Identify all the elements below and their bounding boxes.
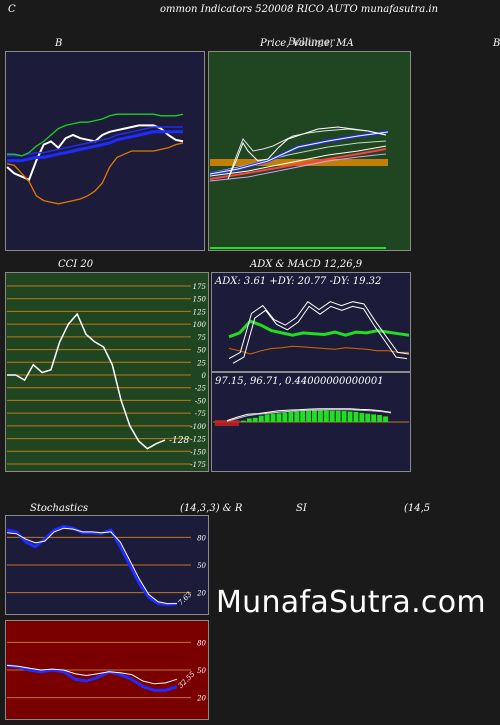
adx-series-line	[232, 305, 408, 364]
macd-bar	[365, 413, 371, 422]
header-title: ommon Indicators 520008 RICO AUTO munafa…	[160, 4, 439, 15]
macd-bar	[318, 410, 323, 422]
macd-bar	[353, 411, 359, 422]
bollinger-series-line	[6, 142, 184, 205]
osc-tick-label: 20	[196, 695, 206, 703]
cci-tick-label: -50	[195, 397, 207, 405]
cci-tick-label: -100	[190, 423, 206, 431]
adx-series-line	[228, 301, 410, 360]
cci-panel: 175 150 125 100 75 50 25 0 -25 -50 -75 -100 -125 -150…	[5, 272, 209, 472]
cci-tick-label: -125	[190, 436, 206, 444]
osc-series-line	[6, 664, 178, 685]
osc-tick-label: 50	[197, 667, 206, 675]
title-stoch-right: (14,5	[404, 503, 431, 514]
cci-line	[7, 312, 166, 450]
macd-bar	[282, 412, 288, 422]
header-left: C	[8, 4, 16, 15]
macd-bar	[288, 411, 294, 422]
bollinger-series-line	[7, 126, 183, 157]
macd-bar	[371, 414, 377, 422]
title-bollinger: B	[55, 38, 63, 49]
osc-series-line	[6, 527, 177, 605]
title-price-overlap: Bollinger	[288, 37, 335, 48]
cci-tick-label: 100	[193, 321, 207, 329]
macd-bar	[306, 410, 311, 422]
osc-tick-label: 80	[197, 534, 206, 542]
osc-series-line	[6, 663, 178, 692]
macd-bar	[329, 410, 335, 422]
cci-tick-label: 50	[197, 347, 206, 355]
cci-tick-label: 150	[193, 296, 207, 304]
adx-series-line	[228, 345, 409, 355]
cci-tick-label: 175	[193, 283, 207, 291]
cci-tick-label: 25	[196, 359, 206, 367]
price-ma-bands	[209, 126, 389, 249]
adx-series-line	[228, 319, 410, 339]
cci-tick-label: -25	[195, 385, 207, 393]
price-panel	[208, 51, 411, 251]
bollinger-series-line	[7, 130, 183, 163]
osc-series-line	[6, 524, 178, 607]
macd-bar	[323, 410, 329, 422]
osc-tick-label: 80	[197, 639, 206, 647]
macd-line	[226, 409, 392, 422]
title-stoch-left: Stochastics	[30, 503, 88, 514]
macd-bar	[264, 414, 270, 422]
macd-panel: 97.15, 96.71, 0.44000000000001	[211, 372, 411, 472]
title-adx: ADX & MACD 12,26,9	[250, 259, 363, 270]
title-stoch-rsi: SI	[296, 503, 307, 514]
macd-bar	[258, 415, 264, 422]
macd-bar	[241, 420, 246, 422]
macd-bar	[377, 415, 383, 422]
macd-bar	[312, 410, 317, 422]
macd-bar	[335, 410, 341, 422]
cci-tick-label: -75	[195, 410, 207, 418]
cci-tick-label: 0	[202, 372, 207, 380]
bollinger-series-line	[7, 113, 184, 157]
osc-tick-label: 50	[197, 562, 206, 570]
macd-bar	[300, 411, 306, 422]
cci-tick-label: 75	[197, 334, 206, 342]
watermark: MunafaSutra.com	[216, 585, 486, 620]
title-stoch-mid: (14,3,3) & R	[180, 503, 243, 514]
title-cci: CCI 20	[58, 259, 94, 270]
cci-tick-label: 125	[193, 308, 207, 316]
macd-bar	[383, 416, 388, 422]
macd-bar	[252, 417, 258, 422]
macd-bar	[347, 411, 353, 422]
macd-bar	[246, 418, 252, 422]
adx-label: ADX: 3.61 +DY: 20.77 -DY: 19.32	[214, 276, 381, 287]
cci-tick-label: -150	[190, 448, 206, 456]
macd-bar	[294, 411, 300, 422]
cci-tick-label: -175	[190, 461, 206, 469]
adx-panel: ADX: 3.61 +DY: 20.77 -DY: 19.32	[211, 272, 411, 372]
title-right-edge: B	[493, 38, 500, 49]
macd-bar	[276, 413, 282, 422]
bollinger-panel	[5, 51, 205, 251]
cci-last-label: -128	[169, 436, 189, 446]
macd-label: 97.15, 96.71, 0.44000000000001	[215, 376, 384, 387]
osc-tick-label: 20	[196, 590, 206, 598]
macd-bar	[341, 411, 347, 422]
macd-bar	[270, 413, 276, 422]
macd-bar	[359, 412, 365, 422]
macd-line	[226, 408, 392, 422]
title-price: Price, Volume, MA	[260, 38, 354, 49]
